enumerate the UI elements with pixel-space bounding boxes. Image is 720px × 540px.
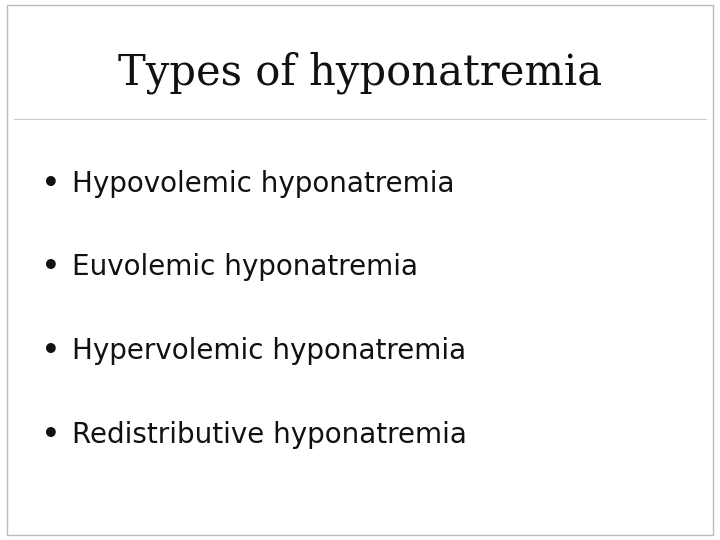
- Text: •: •: [42, 421, 59, 449]
- Text: Euvolemic hyponatremia: Euvolemic hyponatremia: [72, 253, 418, 281]
- Text: •: •: [42, 253, 59, 281]
- Text: •: •: [42, 170, 59, 198]
- Text: Hypovolemic hyponatremia: Hypovolemic hyponatremia: [72, 170, 454, 198]
- Text: Types of hyponatremia: Types of hyponatremia: [118, 52, 602, 94]
- Text: Hypervolemic hyponatremia: Hypervolemic hyponatremia: [72, 337, 466, 365]
- Text: •: •: [42, 337, 59, 365]
- Text: Redistributive hyponatremia: Redistributive hyponatremia: [72, 421, 467, 449]
